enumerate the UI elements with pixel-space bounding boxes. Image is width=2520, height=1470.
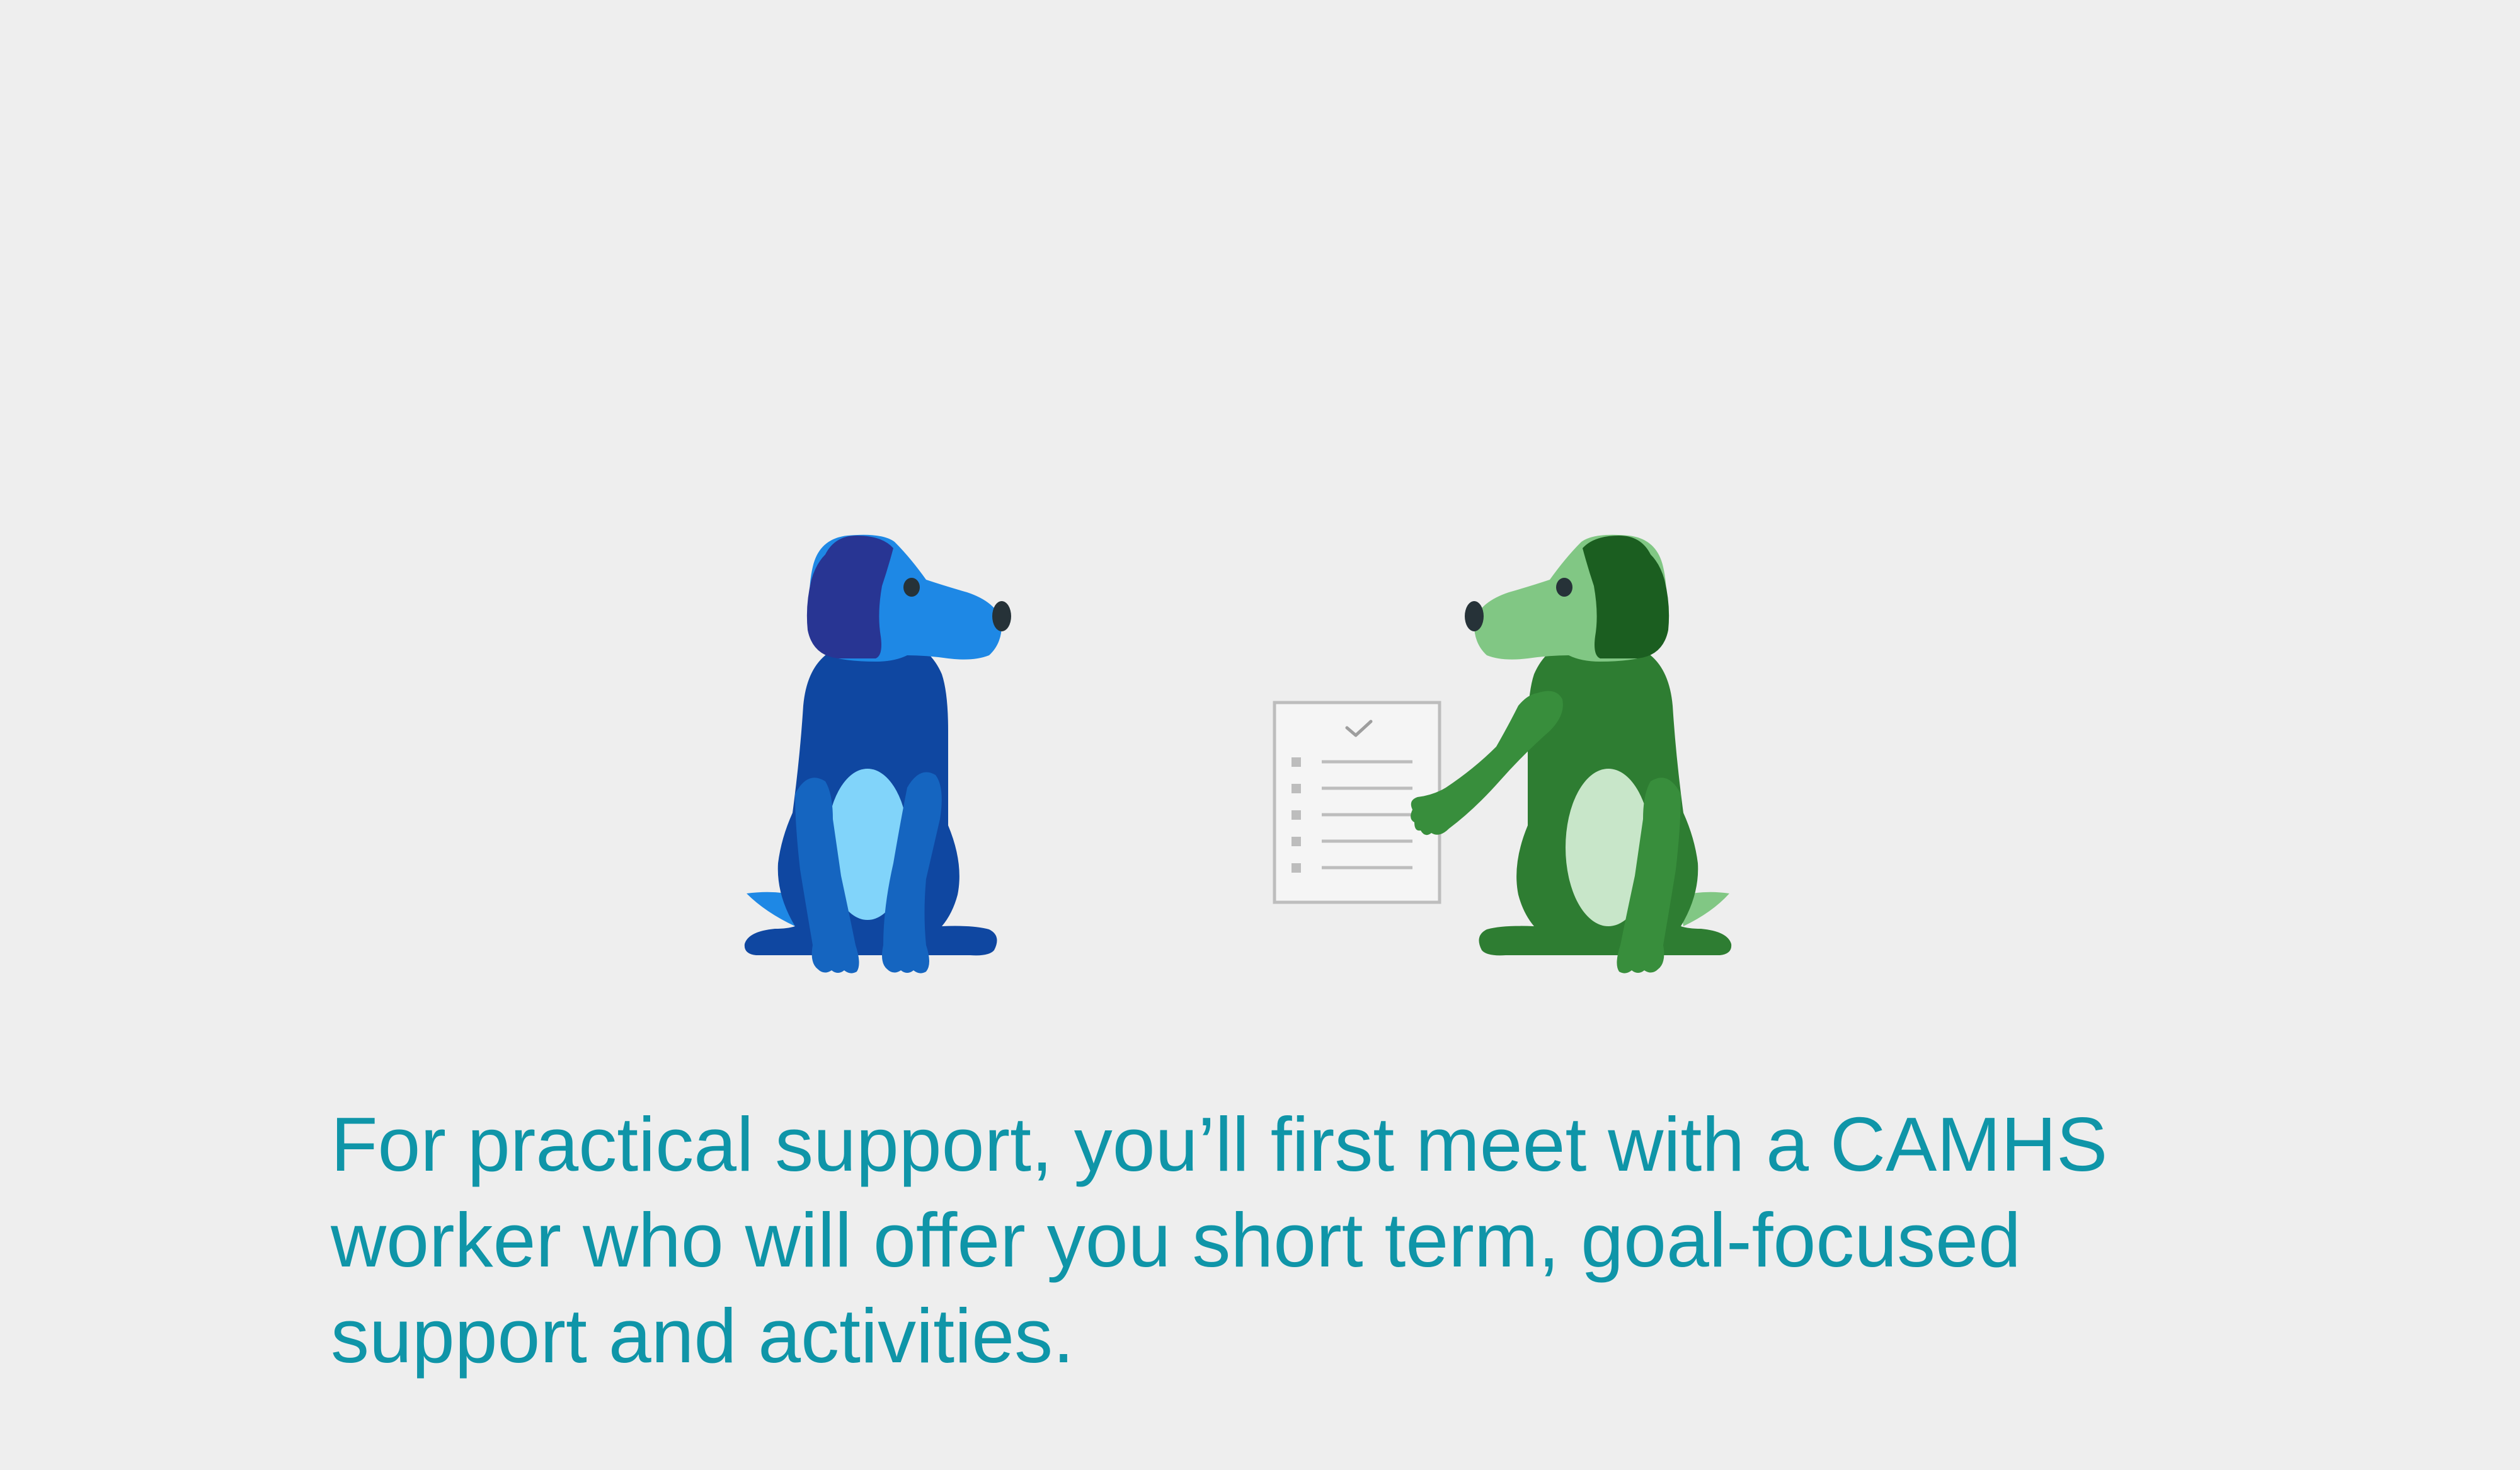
blue-dog-belly: [827, 769, 908, 920]
green-dog-nose: [1465, 601, 1484, 631]
green-dog-leg: [1617, 778, 1681, 973]
green-dog-illustration: [1411, 534, 1732, 973]
blue-dog-left-leg: [795, 778, 859, 973]
blue-dog-right-leg: [882, 772, 942, 973]
caption-text: For practical support, you’ll first meet…: [331, 1101, 2108, 1379]
blue-dog-illustration: [744, 534, 1011, 973]
green-dog-ear: [1583, 536, 1670, 658]
checkmark-icon: [1345, 720, 1373, 737]
blue-dog-nose: [992, 601, 1011, 631]
illustration: [744, 534, 1732, 973]
checklist-lines: [1292, 757, 1412, 873]
blue-dog-eye: [903, 578, 920, 597]
green-dog-belly: [1566, 769, 1651, 926]
green-dog-arm: [1411, 691, 1563, 835]
blue-dog-ear: [806, 536, 893, 658]
green-dog-eye: [1556, 578, 1572, 597]
